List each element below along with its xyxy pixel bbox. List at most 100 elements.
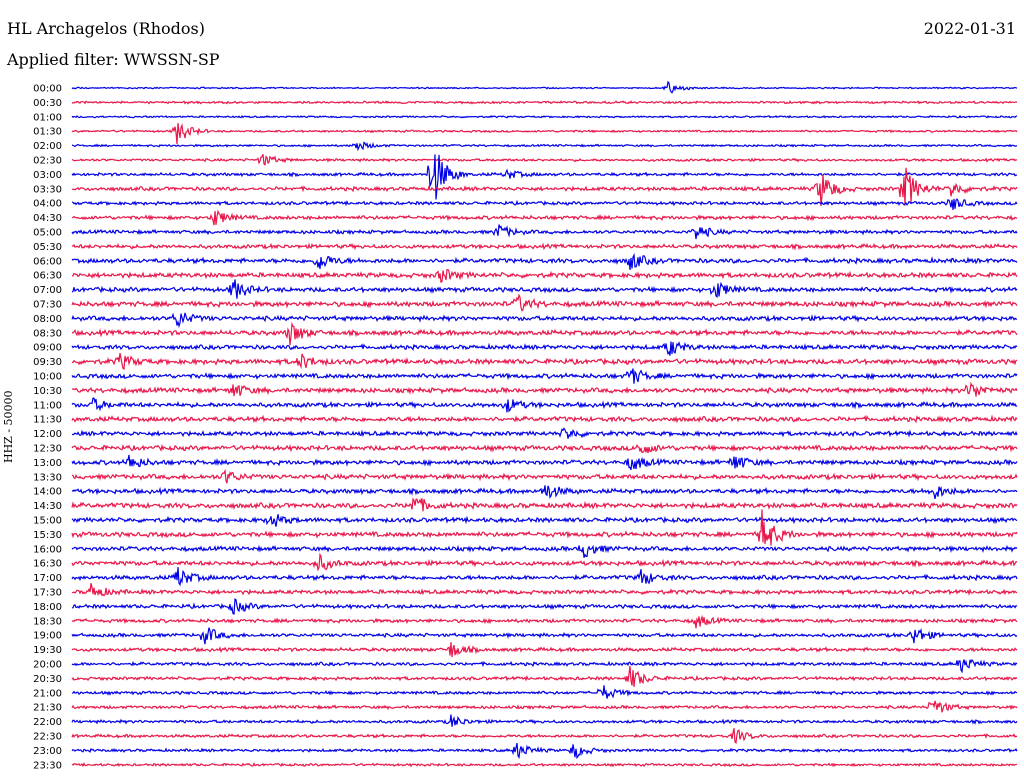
time-tick-label: 15:00 xyxy=(33,516,62,527)
trace-row-0300 xyxy=(71,154,1018,200)
trace-row-2000 xyxy=(71,658,1018,674)
trace-row-0100 xyxy=(71,114,1018,119)
trace-row-1200 xyxy=(71,427,1018,439)
trace-row-0530 xyxy=(71,242,1018,251)
trace-row-1700 xyxy=(71,567,1018,587)
time-tick-label: 03:30 xyxy=(33,184,62,195)
filter-label: Applied filter: WWSSN-SP xyxy=(7,50,220,69)
time-tick-label: 20:30 xyxy=(33,674,62,685)
trace-row-0330 xyxy=(72,167,1018,207)
trace-row-1900 xyxy=(71,627,1018,645)
time-tick-label: 23:00 xyxy=(33,746,62,757)
trace-row-0230 xyxy=(71,153,1018,166)
trace-row-1000 xyxy=(71,368,1018,384)
time-tick-label: 07:00 xyxy=(33,285,62,296)
trace-row-2100 xyxy=(71,685,1018,699)
trace-row-0500 xyxy=(71,224,1018,240)
time-tick-label: 21:30 xyxy=(33,703,62,714)
trace-row-1730 xyxy=(71,583,1018,597)
trace-row-0000 xyxy=(71,80,1018,94)
trace-row-0130 xyxy=(71,123,1018,145)
time-tick-label: 11:30 xyxy=(33,415,62,426)
trace-row-1930 xyxy=(71,642,1018,658)
trace-row-0930 xyxy=(71,352,1018,371)
time-tick-label: 06:00 xyxy=(33,256,62,267)
time-tick-label: 00:00 xyxy=(33,84,62,95)
trace-row-2200 xyxy=(71,714,1018,727)
time-tick-label: 02:30 xyxy=(33,156,62,167)
trace-row-0700 xyxy=(71,279,1018,299)
trace-row-1100 xyxy=(71,397,1018,413)
time-tick-label: 03:00 xyxy=(33,170,62,181)
time-tick-label: 08:00 xyxy=(33,314,62,325)
trace-row-1130 xyxy=(71,414,1018,424)
time-tick-label: 19:30 xyxy=(33,645,62,656)
trace-row-1400 xyxy=(71,485,1018,500)
trace-row-0430 xyxy=(71,209,1018,226)
trace-row-0030 xyxy=(71,100,1018,105)
trace-row-0200 xyxy=(71,141,1017,152)
trace-row-2130 xyxy=(71,700,1018,713)
time-tick-label: 22:30 xyxy=(33,732,62,743)
time-tick-label: 09:30 xyxy=(33,357,62,368)
time-tick-label: 05:00 xyxy=(33,228,62,239)
trace-row-2330 xyxy=(71,762,1018,768)
time-tick-label: 02:00 xyxy=(33,141,62,152)
trace-rows: 00:00 00:30 01:00 01:30 02:00 02:30 03:00 03:30… xyxy=(33,80,1018,771)
time-tick-label: 14:30 xyxy=(33,501,62,512)
trace-row-0800 xyxy=(71,312,1018,329)
time-tick-label: 16:00 xyxy=(33,544,62,555)
channel-label: HHZ - 50000 xyxy=(2,390,15,463)
time-tick-label: 04:00 xyxy=(33,199,62,210)
time-tick-label: 01:30 xyxy=(33,127,62,138)
trace-row-2230 xyxy=(71,728,1018,744)
time-tick-label: 22:00 xyxy=(33,717,62,728)
time-tick-label: 10:30 xyxy=(33,386,62,397)
time-tick-label: 16:30 xyxy=(33,559,62,570)
time-tick-label: 17:00 xyxy=(33,573,62,584)
station-title: HL Archagelos (Rhodos) xyxy=(7,19,205,38)
trace-row-0830 xyxy=(71,321,1018,346)
trace-row-1500 xyxy=(71,514,1018,527)
time-tick-label: 18:30 xyxy=(33,616,62,627)
trace-row-0400 xyxy=(71,197,1018,210)
time-tick-label: 13:30 xyxy=(33,472,62,483)
time-tick-label: 18:00 xyxy=(33,602,62,613)
trace-row-1030 xyxy=(71,381,1018,397)
time-tick-label: 23:30 xyxy=(33,760,62,771)
time-tick-label: 19:00 xyxy=(33,631,62,642)
trace-row-0600 xyxy=(71,252,1018,270)
time-tick-label: 06:30 xyxy=(33,271,62,282)
time-tick-label: 11:00 xyxy=(33,400,62,411)
time-tick-label: 15:30 xyxy=(33,530,62,541)
time-tick-label: 00:30 xyxy=(33,98,62,109)
trace-row-1530 xyxy=(71,509,1018,546)
time-tick-label: 05:30 xyxy=(33,242,62,253)
time-tick-label: 20:00 xyxy=(33,660,62,671)
trace-row-1830 xyxy=(71,614,1018,629)
trace-row-1630 xyxy=(71,552,1018,572)
trace-row-0900 xyxy=(71,341,1018,356)
trace-row-1800 xyxy=(71,598,1018,615)
trace-row-2030 xyxy=(71,665,1018,687)
trace-row-1430 xyxy=(71,497,1018,512)
time-tick-label: 09:00 xyxy=(33,343,62,354)
trace-row-1600 xyxy=(71,544,1018,558)
time-tick-label: 17:30 xyxy=(33,588,62,599)
time-tick-label: 12:30 xyxy=(33,444,62,455)
trace-row-2300 xyxy=(71,742,1018,760)
time-tick-label: 14:00 xyxy=(33,487,62,498)
trace-row-0730 xyxy=(71,293,1018,312)
trace-row-1230 xyxy=(71,443,1018,454)
trace-row-1300 xyxy=(71,454,1018,471)
time-tick-label: 13:00 xyxy=(33,458,62,469)
time-tick-label: 07:30 xyxy=(33,300,62,311)
time-tick-label: 01:00 xyxy=(33,112,62,123)
trace-row-1330 xyxy=(71,468,1018,484)
time-tick-label: 10:00 xyxy=(33,372,62,383)
time-tick-label: 04:30 xyxy=(33,213,62,224)
time-tick-label: 08:30 xyxy=(33,328,62,339)
time-tick-label: 21:00 xyxy=(33,688,62,699)
time-tick-label: 12:00 xyxy=(33,429,62,440)
